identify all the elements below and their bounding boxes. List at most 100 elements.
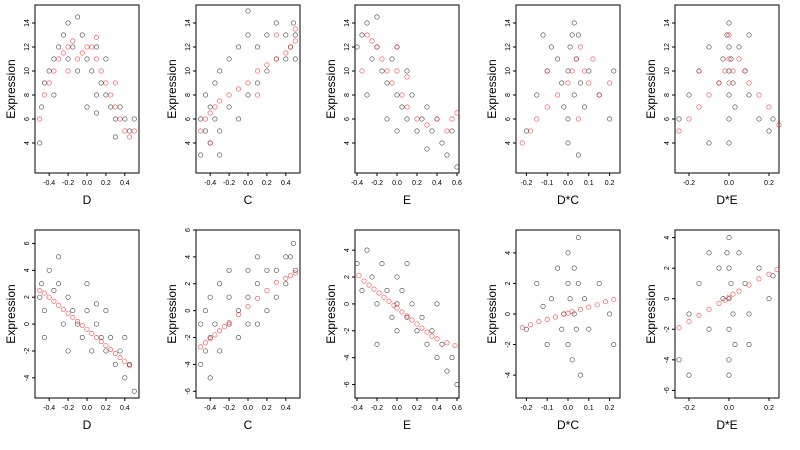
data-point [354,44,360,50]
data-point [596,280,602,286]
data-point [523,128,529,134]
y-axis-label: Expression [4,284,18,343]
data-point [37,294,43,300]
data-point [226,320,232,326]
data-point [559,80,565,86]
data-point [254,92,260,98]
data-point [273,267,279,273]
data-point [117,355,123,361]
data-point [273,294,279,300]
x-tick-label: 0.0 [563,180,573,187]
data-point [56,281,62,287]
data-point [414,321,420,327]
data-point [108,92,114,98]
data-point [746,311,752,317]
data-point [98,80,104,86]
data-point [98,335,104,341]
x-tick-label: 0.1 [584,180,594,187]
data-point [103,343,109,349]
data-point [117,348,123,354]
data-point [202,308,208,314]
data-point [98,68,104,74]
data-point [577,372,583,378]
data-point [571,265,577,271]
data-point [245,321,251,327]
scatter-panel: -0.4 -0.2 0.0 0.2 0.4 4 6 8 10 12 14 C Expression [165,4,301,207]
data-point [528,322,534,328]
data-point [288,273,294,279]
data-point [686,319,692,325]
y-tick-label: 2 [344,275,351,279]
y-tick-label: 14 [185,19,192,27]
x-tick-label: 0.0 [392,405,402,412]
data-point [726,92,732,98]
data-point [726,20,732,26]
data-point [292,56,298,62]
data-point [75,318,81,324]
data-point [41,290,47,296]
plot-frame [34,229,140,399]
x-tick-label: 0.2 [412,405,422,412]
data-point [404,314,410,320]
data-point [292,32,298,38]
data-point [93,335,99,341]
data-point [434,336,440,342]
data-point [65,294,71,300]
data-point [84,44,90,50]
data-point [46,68,52,74]
x-tick-label: 0.4 [120,405,130,412]
data-point [283,281,289,287]
data-point [736,56,742,62]
data-point [548,296,554,302]
data-point [70,44,76,50]
data-point [567,296,573,302]
data-point [404,261,410,267]
data-point [84,281,90,287]
data-point [112,351,118,357]
data-point [103,92,109,98]
data-point [254,296,260,302]
data-point [444,340,450,346]
data-point [548,44,554,50]
data-point [561,104,567,110]
data-point [198,152,204,158]
data-point [565,68,571,74]
data-point [122,116,128,122]
y-axis-label: Expression [485,59,499,118]
y-tick-label: 10 [24,67,31,75]
data-point [555,265,561,271]
data-point [553,314,559,320]
data-point [736,250,742,256]
data-point [79,335,85,341]
data-point [534,92,540,98]
y-tick-label: -4 [664,357,671,363]
data-point [607,311,613,317]
data-point [726,326,732,332]
data-point [770,116,776,122]
x-tick-label: 0.2 [262,405,272,412]
data-point [273,32,279,38]
x-tick-label: 0.0 [563,405,573,412]
data-point [766,128,772,134]
data-point [696,280,702,286]
data-point [686,311,692,317]
data-point [384,80,390,86]
x-axis-label: D [83,418,92,432]
data-point [65,348,71,354]
data-point [586,80,592,86]
x-tick-label: -0.4 [43,180,55,187]
data-point [207,336,213,342]
y-tick-label: 2 [664,266,671,270]
y-tick-label: -2 [24,348,31,354]
y-tick-label: 8 [185,93,192,97]
data-point [70,308,76,314]
data-point [726,68,732,74]
data-point [434,116,440,122]
y-tick-label: 4 [664,141,671,145]
data-point [724,32,730,38]
y-tick-label: 0 [344,302,351,306]
y-tick-label: -4 [344,354,351,360]
data-point [419,325,425,331]
data-point [569,32,575,38]
data-point [46,80,52,86]
